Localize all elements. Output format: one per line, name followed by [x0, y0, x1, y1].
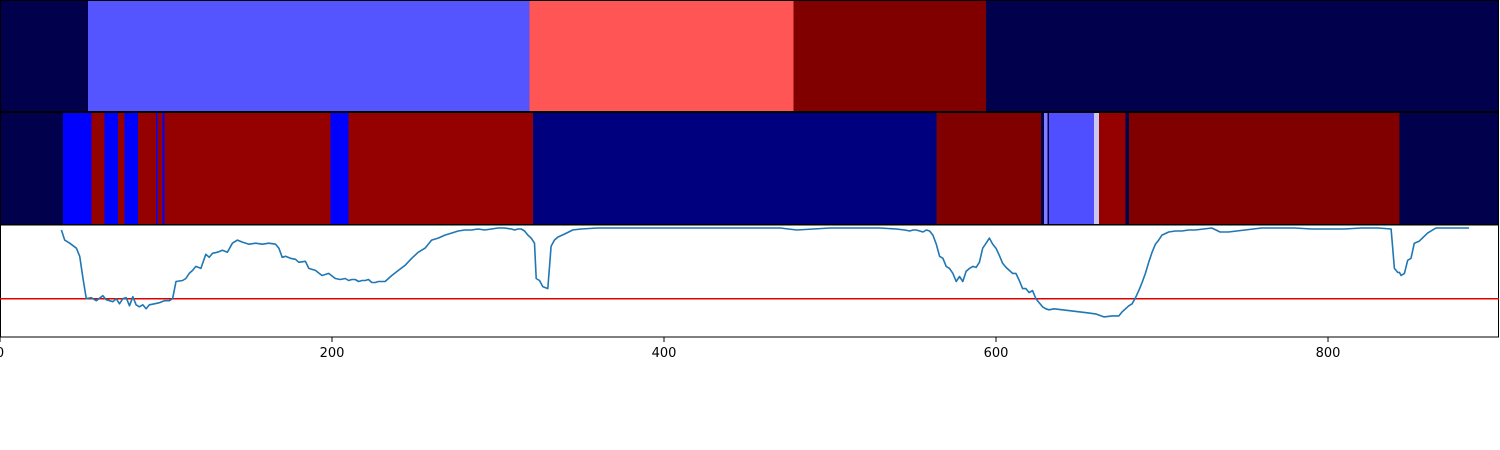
middle-strip-segment-21: [1125, 113, 1129, 225]
middle-strip-segment-22: [1128, 113, 1400, 225]
middle-strip-segment-9: [162, 113, 165, 225]
line-panel: [0, 224, 1499, 338]
middle-strip-segment-4: [117, 113, 125, 225]
middle-strip-segment-20: [1098, 113, 1126, 225]
middle-strip-segment-2: [91, 113, 105, 225]
middle-strip-segment-5: [124, 113, 138, 225]
x-tick-label-800: 800: [1316, 346, 1341, 361]
x-tick-label-0: 0: [0, 346, 4, 361]
middle-strip-segment-3: [104, 113, 118, 225]
top-heatmap-strip: [0, 0, 1499, 112]
middle-strip-segment-19: [1093, 113, 1099, 225]
middle-strip-segment-8: [157, 113, 163, 225]
middle-strip-segment-23: [1399, 113, 1499, 225]
x-tick-label-400: 400: [652, 346, 677, 361]
middle-strip-segment-10: [164, 113, 331, 225]
middle-strip-segment-14: [936, 113, 1041, 225]
middle-strip-segment-0: [0, 113, 64, 225]
x-tick-label-600: 600: [984, 346, 1009, 361]
top-strip-frame: [0, 0, 1499, 112]
x-tick-label-200: 200: [320, 346, 345, 361]
middle-strip-segment-15: [1040, 113, 1045, 225]
top-strip-segment-3: [793, 1, 987, 112]
middle-strip-segment-17: [1047, 113, 1050, 225]
top-strip-segment-4: [986, 1, 1499, 112]
top-strip-segment-1: [87, 1, 530, 112]
line-panel-frame: [0, 224, 1499, 338]
middle-strip-segment-1: [63, 113, 92, 225]
middle-strip-segment-12: [348, 113, 533, 225]
middle-strip-segment-6: [137, 113, 157, 225]
middle-strip-segment-16: [1044, 113, 1048, 225]
middle-strip-segment-11: [330, 113, 349, 225]
middle-strip-segment-13: [532, 113, 937, 225]
series-line: [60, 227, 1470, 318]
middle-strip-segment-7: [156, 113, 158, 225]
top-strip-segment-2: [529, 1, 794, 112]
middle-heatmap-strip: [0, 112, 1499, 225]
x-axis: 0 200 400 600 800: [0, 337, 1340, 361]
middle-strip-segment-18: [1049, 113, 1094, 225]
top-strip-segment-0: [0, 1, 88, 112]
